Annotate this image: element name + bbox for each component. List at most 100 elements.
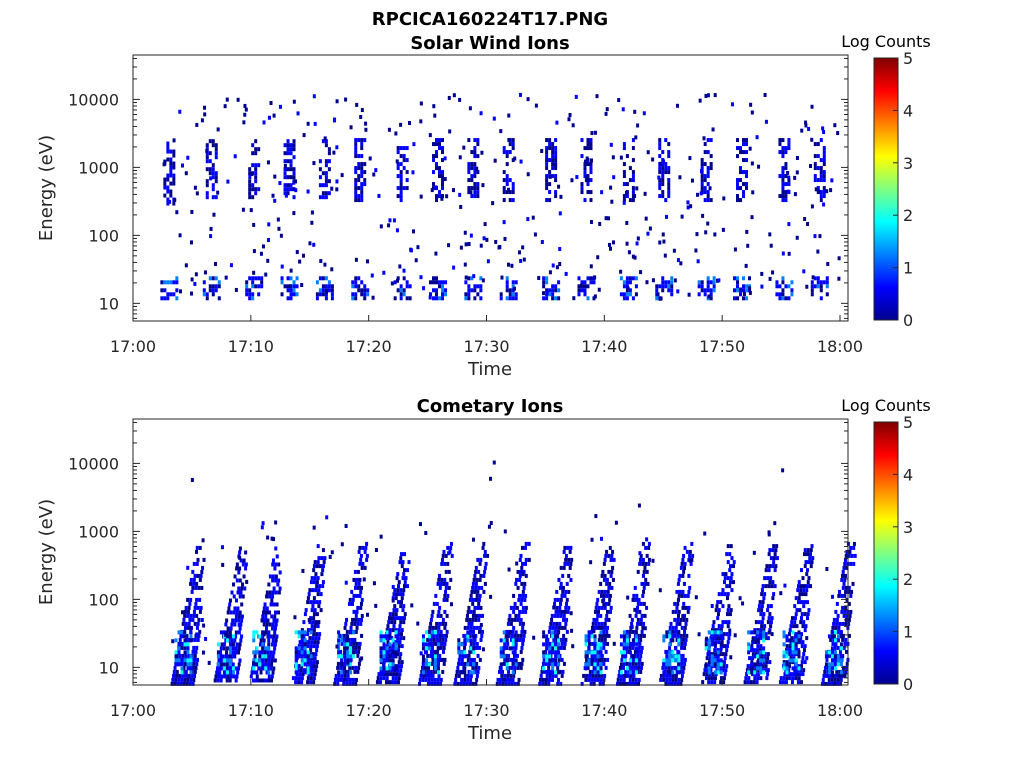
spectrogram-cell — [599, 613, 603, 618]
spectrogram-cell — [228, 598, 232, 603]
spectrogram-cell — [600, 653, 604, 658]
spectrogram-cell — [559, 565, 563, 570]
spectrogram-cell — [600, 536, 604, 541]
spectrogram-cell — [521, 572, 525, 577]
spectrogram-cell — [467, 288, 471, 293]
spectrogram-cell — [406, 568, 410, 573]
spectrogram-cell — [432, 186, 436, 191]
spectrogram-cell — [321, 288, 325, 293]
spectrogram-cell — [261, 658, 265, 663]
spectrogram-cell — [556, 597, 560, 602]
spectrogram-cell — [667, 178, 671, 183]
spectrogram-cell — [387, 648, 391, 653]
spectrogram-cell — [223, 674, 227, 679]
spectrogram-cell — [661, 194, 665, 199]
spectrogram-cell — [222, 646, 226, 651]
spectrogram-cell — [364, 545, 368, 550]
spectrogram-cell — [622, 638, 626, 643]
spectrogram-cell — [441, 280, 445, 285]
spectrogram-cell — [642, 589, 646, 594]
spectrogram-cell — [785, 650, 789, 655]
spectrogram-cell — [680, 214, 684, 219]
spectrogram-cell — [847, 553, 851, 558]
spectrogram-cell — [601, 681, 605, 686]
spectrogram-cell — [761, 616, 765, 621]
spectrogram-cell — [719, 676, 723, 681]
spectrogram-cell — [472, 625, 476, 630]
spectrogram-cell — [349, 646, 353, 651]
spectrogram-cell — [599, 650, 603, 655]
spectrogram-cell — [216, 678, 220, 683]
spectrogram-cell — [827, 666, 831, 671]
spectrogram-cell — [551, 650, 555, 655]
spectrogram-cell — [321, 584, 325, 589]
spectrogram-cell — [511, 292, 515, 297]
spectrogram-cell — [214, 288, 218, 293]
spectrogram-cell — [756, 662, 760, 667]
spectrogram-cell — [681, 637, 685, 642]
spectrogram-cell — [523, 629, 527, 634]
spectrogram-cell — [233, 606, 237, 611]
spectrogram-cell — [715, 636, 719, 641]
spectrogram-cell — [466, 638, 470, 643]
spectrogram-cell — [372, 172, 376, 177]
spectrogram-cell — [511, 158, 515, 163]
spectrogram-cell — [760, 604, 764, 609]
spectrogram-cell — [211, 167, 215, 172]
spectrogram-cell — [853, 553, 857, 558]
spectrogram-cell — [244, 550, 248, 555]
spectrogram-cell — [217, 280, 221, 285]
spectrogram-cell — [440, 196, 444, 201]
spectrogram-cell — [463, 670, 467, 675]
spectrogram-cell — [756, 644, 760, 649]
spectrogram-cell — [267, 678, 271, 683]
spectrogram-cell — [363, 178, 367, 183]
spectrogram-cell — [788, 638, 792, 643]
spectrogram-cell — [469, 638, 473, 643]
spectrogram-cell — [467, 284, 471, 289]
spectrogram-cell — [486, 259, 490, 264]
spectrogram-cell — [193, 673, 197, 678]
spectrogram-cell — [222, 642, 226, 647]
spectrogram-cell — [754, 636, 758, 641]
spectrogram-cell — [264, 626, 268, 631]
spectrogram-cell — [760, 592, 764, 597]
spectrogram-cell — [704, 642, 708, 647]
spectrogram-cell — [640, 661, 644, 666]
spectrogram-cell — [315, 648, 319, 653]
spectrogram-cell — [360, 656, 364, 661]
spectrogram-cell — [793, 668, 797, 673]
spectrogram-cell — [382, 654, 386, 659]
y-axis-label: Energy (eV) — [36, 499, 57, 605]
spectrogram-cell — [667, 194, 671, 199]
spectrogram-cell — [683, 661, 687, 666]
spectrogram-cell — [651, 278, 655, 283]
spectrogram-cell — [773, 521, 777, 526]
spectrogram-cell — [509, 605, 513, 610]
spectrogram-cell — [396, 632, 400, 637]
spectrogram-cell — [624, 649, 628, 654]
spectrogram-cell — [321, 183, 325, 188]
spectrogram-cell — [589, 142, 593, 147]
spectrogram-cell — [590, 131, 594, 136]
spectrogram-cell — [587, 650, 591, 655]
spectrogram-cell — [252, 661, 256, 666]
spectrogram-cell — [706, 190, 710, 195]
spectrogram-cell — [694, 248, 698, 253]
spectrogram-cell — [554, 284, 558, 289]
spectrogram-cell — [391, 676, 395, 681]
colorbar-tick-label: 1 — [903, 623, 913, 642]
spectrogram-cell — [588, 641, 592, 646]
spectrogram-cell — [555, 637, 559, 642]
spectrogram-cell — [441, 621, 445, 626]
spectrogram-cell — [665, 654, 669, 659]
spectrogram-cell — [760, 271, 764, 276]
spectrogram-cell — [611, 565, 615, 570]
spectrogram-cell — [214, 179, 218, 184]
x-tick-label: 17:10 — [228, 337, 274, 356]
spectrogram-cell — [183, 613, 187, 618]
spectrogram-cell — [813, 276, 817, 281]
spectrogram-cell — [813, 178, 817, 183]
spectrogram-cell — [358, 577, 362, 582]
spectrogram-cell — [297, 664, 301, 669]
